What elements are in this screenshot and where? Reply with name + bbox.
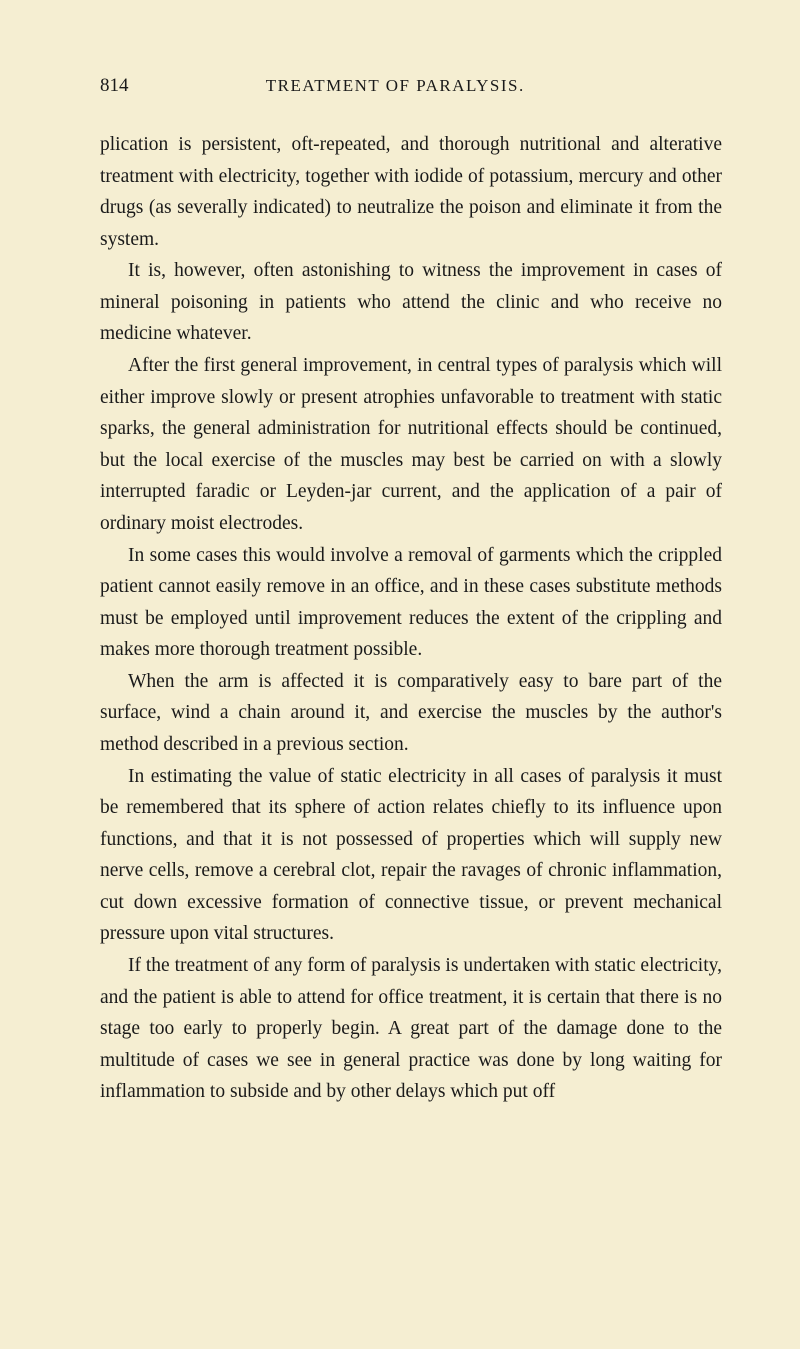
paragraph-2: It is, however, often astonishing to wit… [100,255,722,350]
body-text: plication is persistent, oft-repeated, a… [100,129,722,1108]
paragraph-7: If the treatment of any form of paralysi… [100,950,722,1108]
page-header: 814 TREATMENT OF PARALYSIS. [100,75,722,97]
paragraph-5: When the arm is affected it is comparati… [100,666,722,761]
paragraph-3: After the first general improvement, in … [100,350,722,539]
paragraph-6: In estimating the value of static electr… [100,761,722,950]
chapter-title: TREATMENT OF PARALYSIS. [69,76,723,96]
paragraph-4: In some cases this would involve a remov… [100,540,722,666]
paragraph-1: plication is persistent, oft-repeated, a… [100,129,722,255]
